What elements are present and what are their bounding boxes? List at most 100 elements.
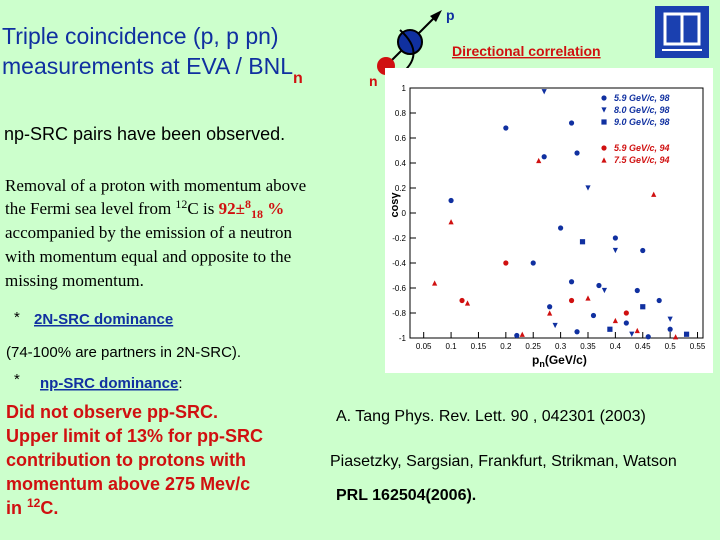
x-tick-label: 0.15 [471, 342, 487, 351]
point [541, 89, 547, 95]
y-axis-label: cosγ [389, 192, 401, 218]
point [536, 157, 542, 164]
point [651, 191, 657, 197]
chart: -1 -0.8 -0.6 -0.4 -0.2 0 0.2 0.4 0.6 0.8 1 0.05 0.1 0… [385, 68, 713, 373]
title-line: measurements at EVA / BNLn [2, 53, 303, 87]
point [601, 287, 608, 294]
bullet: * [14, 309, 20, 326]
x-tick-label: 0.25 [525, 342, 541, 351]
point [634, 287, 640, 294]
y-tick-label: -0.4 [392, 259, 406, 268]
point [547, 304, 553, 310]
point [612, 235, 618, 241]
x-tick-label: 0.45 [635, 342, 651, 351]
legend-marker [601, 95, 607, 101]
text-line: Upper limit of 13% for pp-SRC [6, 426, 263, 446]
point [683, 331, 690, 337]
x-tick-label: 0.55 [690, 342, 706, 351]
y-tick-label: 0.8 [395, 109, 407, 118]
label-part: (GeV/c) [545, 353, 587, 367]
statement: np-SRC pairs have been observed. [4, 124, 285, 144]
y-tick-label: -0.2 [392, 234, 406, 243]
conclusion: Did not observe pp-SRC. Upper limit of 1… [6, 402, 263, 518]
point [590, 312, 597, 319]
point [612, 247, 618, 254]
point [579, 239, 586, 245]
point [607, 326, 613, 332]
label-part: p [532, 353, 539, 367]
point [503, 260, 509, 266]
y-tick-label: 0.2 [395, 184, 407, 193]
point [519, 331, 525, 337]
text-line: in 12C. [6, 496, 58, 518]
x-tick-label: 0.2 [500, 342, 512, 351]
label: p [446, 7, 455, 23]
chart-background [385, 68, 713, 373]
reference: PRL 162504(2006). [336, 487, 476, 504]
point [623, 320, 629, 326]
point [547, 310, 553, 316]
point [656, 297, 662, 304]
point [574, 150, 580, 156]
legend-marker [601, 145, 607, 151]
point [514, 332, 520, 339]
y-tick-label: -0.6 [392, 284, 406, 293]
text-line: missing momentum. [5, 271, 144, 290]
y-tick-label: 0 [402, 209, 407, 218]
paragraph: Removal of a proton with momentum above … [5, 176, 306, 290]
x-axis-label: pn(GeV/c) [532, 353, 587, 369]
heading: Directional correlation [452, 43, 601, 59]
text-line: the Fermi sea level from 12C is 92±818 % [5, 197, 284, 221]
note: (74-100% are partners in 2N-SRC). [6, 344, 241, 361]
point [552, 322, 558, 329]
x-tick-label: 0.35 [580, 342, 596, 351]
text-line: Removal of a proton with momentum above [5, 176, 306, 195]
reference: A. Tang Phys. Rev. Lett. 90 , 042301 (20… [336, 408, 646, 425]
point [432, 280, 438, 286]
point [640, 304, 646, 310]
x-tick-label: 0.05 [416, 342, 432, 351]
point [585, 295, 591, 301]
point [612, 317, 618, 324]
point [574, 329, 580, 335]
bullet-text: 2N-SRC dominance [34, 311, 173, 328]
reference: Piasetzky, Sargsian, Frankfurt, Strikman… [330, 453, 677, 470]
legend-marker [601, 107, 607, 113]
title-line: Triple coincidence (p, p pn) [2, 23, 279, 49]
point [459, 297, 465, 304]
text-line: momentum above 275 Mev/c [6, 474, 250, 494]
legend-label: 8.0 GeV/c, 98 [614, 105, 670, 115]
label-part: n [539, 359, 545, 369]
point [448, 197, 454, 204]
point [448, 219, 454, 225]
legend-label: 5.9 GeV/c, 94 [614, 143, 670, 153]
point [629, 331, 635, 337]
y-tick-label: 0.4 [395, 159, 407, 168]
point [596, 282, 602, 289]
point [673, 334, 679, 340]
point [634, 327, 640, 334]
y-tick-label: 1 [402, 84, 407, 93]
point [558, 225, 564, 231]
point [503, 125, 509, 131]
y-tick-label: -1 [399, 334, 407, 343]
bullet-text: np-SRC dominance: [40, 375, 183, 392]
point [530, 260, 536, 266]
label: n [369, 73, 378, 89]
text-line: contribution to protons with [6, 450, 246, 470]
x-tick-label: 0.5 [665, 342, 677, 351]
y-tick-label: 0.6 [395, 134, 407, 143]
legend-marker [601, 157, 607, 163]
point [585, 185, 591, 191]
point [667, 316, 673, 322]
point [667, 326, 673, 332]
point [623, 310, 629, 316]
point [464, 300, 471, 306]
legend-label: 9.0 GeV/c, 98 [614, 117, 670, 127]
point [645, 334, 651, 340]
point [568, 279, 575, 285]
text-line: with momentum equal and opposite to the [5, 247, 291, 266]
text-line: Did not observe pp-SRC. [6, 402, 218, 422]
point [568, 297, 575, 304]
